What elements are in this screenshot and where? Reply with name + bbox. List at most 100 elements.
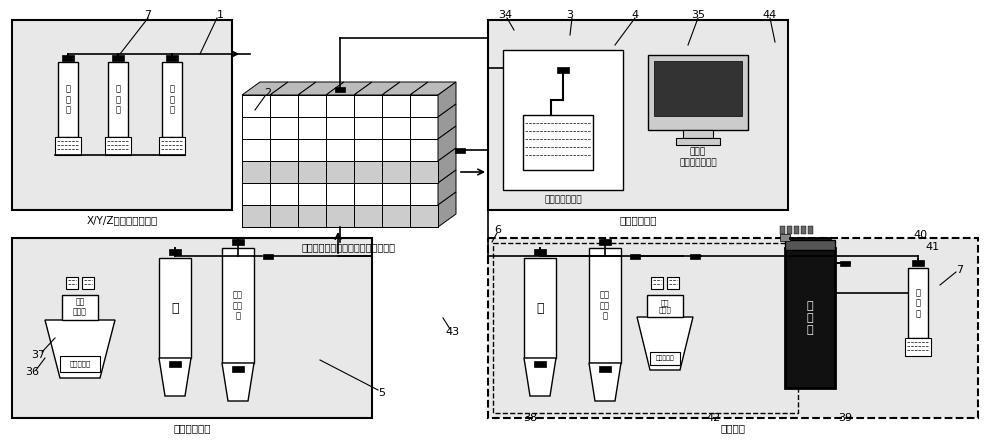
Polygon shape: [45, 320, 115, 378]
Bar: [55, 137, 81, 155]
Bar: [524, 258, 556, 358]
Bar: [242, 161, 270, 183]
Text: 电阻率采集系统: 电阻率采集系统: [679, 158, 717, 168]
Bar: [908, 268, 928, 338]
Bar: [382, 139, 410, 161]
Bar: [648, 55, 748, 130]
Bar: [58, 62, 78, 137]
Bar: [651, 277, 663, 289]
Text: 手
摇
泵: 手 摇 泵: [916, 288, 920, 318]
Text: 38: 38: [523, 413, 537, 423]
Bar: [382, 183, 410, 205]
Text: 7: 7: [144, 10, 152, 20]
Bar: [534, 361, 546, 367]
Bar: [242, 205, 270, 227]
Bar: [654, 61, 742, 116]
Bar: [105, 137, 131, 155]
Bar: [410, 139, 438, 161]
Bar: [270, 183, 298, 205]
Bar: [840, 260, 850, 265]
Bar: [326, 139, 354, 161]
Bar: [298, 183, 326, 205]
Bar: [326, 95, 354, 117]
Bar: [410, 183, 438, 205]
Bar: [298, 161, 326, 183]
Bar: [326, 183, 354, 205]
Bar: [493, 243, 798, 413]
Text: 42: 42: [707, 413, 721, 423]
Text: 手
摇
泵: 手 摇 泵: [116, 84, 120, 114]
Text: 计算机: 计算机: [690, 147, 706, 157]
Bar: [270, 205, 298, 227]
Text: 手
摇
泵: 手 摇 泵: [66, 84, 70, 114]
Polygon shape: [524, 358, 556, 396]
Polygon shape: [298, 82, 344, 95]
Bar: [354, 139, 382, 161]
Polygon shape: [438, 126, 456, 161]
Text: 39: 39: [838, 413, 852, 423]
Bar: [166, 55, 178, 61]
Text: 注入驱替系统: 注入驱替系统: [173, 423, 211, 433]
Bar: [382, 95, 410, 117]
Text: 储
能
罐: 储 能 罐: [807, 301, 813, 334]
Bar: [354, 183, 382, 205]
Bar: [326, 205, 354, 227]
Text: 恒压
恒速泵: 恒压 恒速泵: [73, 297, 87, 317]
Bar: [354, 161, 382, 183]
Bar: [263, 253, 273, 259]
Text: 7: 7: [956, 265, 964, 275]
Bar: [108, 62, 128, 137]
Bar: [354, 205, 382, 227]
Bar: [232, 366, 244, 372]
Polygon shape: [438, 170, 456, 205]
Text: 1: 1: [216, 10, 224, 20]
Bar: [690, 253, 700, 259]
Text: 水: 水: [171, 301, 179, 315]
Text: 34: 34: [498, 10, 512, 20]
Bar: [232, 239, 244, 245]
Bar: [630, 253, 640, 259]
Polygon shape: [354, 82, 400, 95]
Bar: [270, 139, 298, 161]
Bar: [169, 249, 181, 255]
Bar: [270, 161, 298, 183]
Bar: [912, 260, 924, 266]
Bar: [455, 147, 465, 153]
Bar: [599, 239, 611, 245]
Bar: [159, 258, 191, 358]
Bar: [326, 161, 354, 183]
Text: 41: 41: [925, 242, 939, 252]
Bar: [488, 20, 788, 210]
Bar: [354, 95, 382, 117]
Bar: [589, 248, 621, 363]
Bar: [162, 62, 182, 137]
Bar: [326, 205, 354, 227]
Bar: [222, 248, 254, 363]
Bar: [808, 226, 813, 234]
Bar: [534, 249, 546, 255]
Text: 数据监测系统: 数据监测系统: [619, 215, 657, 225]
Bar: [12, 20, 232, 210]
Bar: [382, 117, 410, 139]
Polygon shape: [438, 82, 456, 117]
Bar: [503, 50, 623, 190]
Bar: [298, 95, 326, 117]
Text: 5: 5: [378, 388, 386, 398]
Text: 37: 37: [31, 350, 45, 360]
Text: 44: 44: [763, 10, 777, 20]
Text: 恒压恒速泵: 恒压恒速泵: [656, 355, 674, 361]
Bar: [787, 226, 792, 234]
Text: 35: 35: [691, 10, 705, 20]
Bar: [242, 183, 270, 205]
Bar: [60, 356, 100, 372]
Text: 手
摇
泵: 手 摇 泵: [170, 84, 175, 114]
Polygon shape: [410, 82, 456, 95]
Bar: [242, 161, 270, 183]
Text: 压驱系统: 压驱系统: [720, 423, 746, 433]
Polygon shape: [326, 82, 372, 95]
Bar: [159, 137, 185, 155]
Text: 40: 40: [913, 230, 927, 240]
Bar: [66, 277, 78, 289]
Polygon shape: [637, 317, 693, 370]
Bar: [354, 117, 382, 139]
